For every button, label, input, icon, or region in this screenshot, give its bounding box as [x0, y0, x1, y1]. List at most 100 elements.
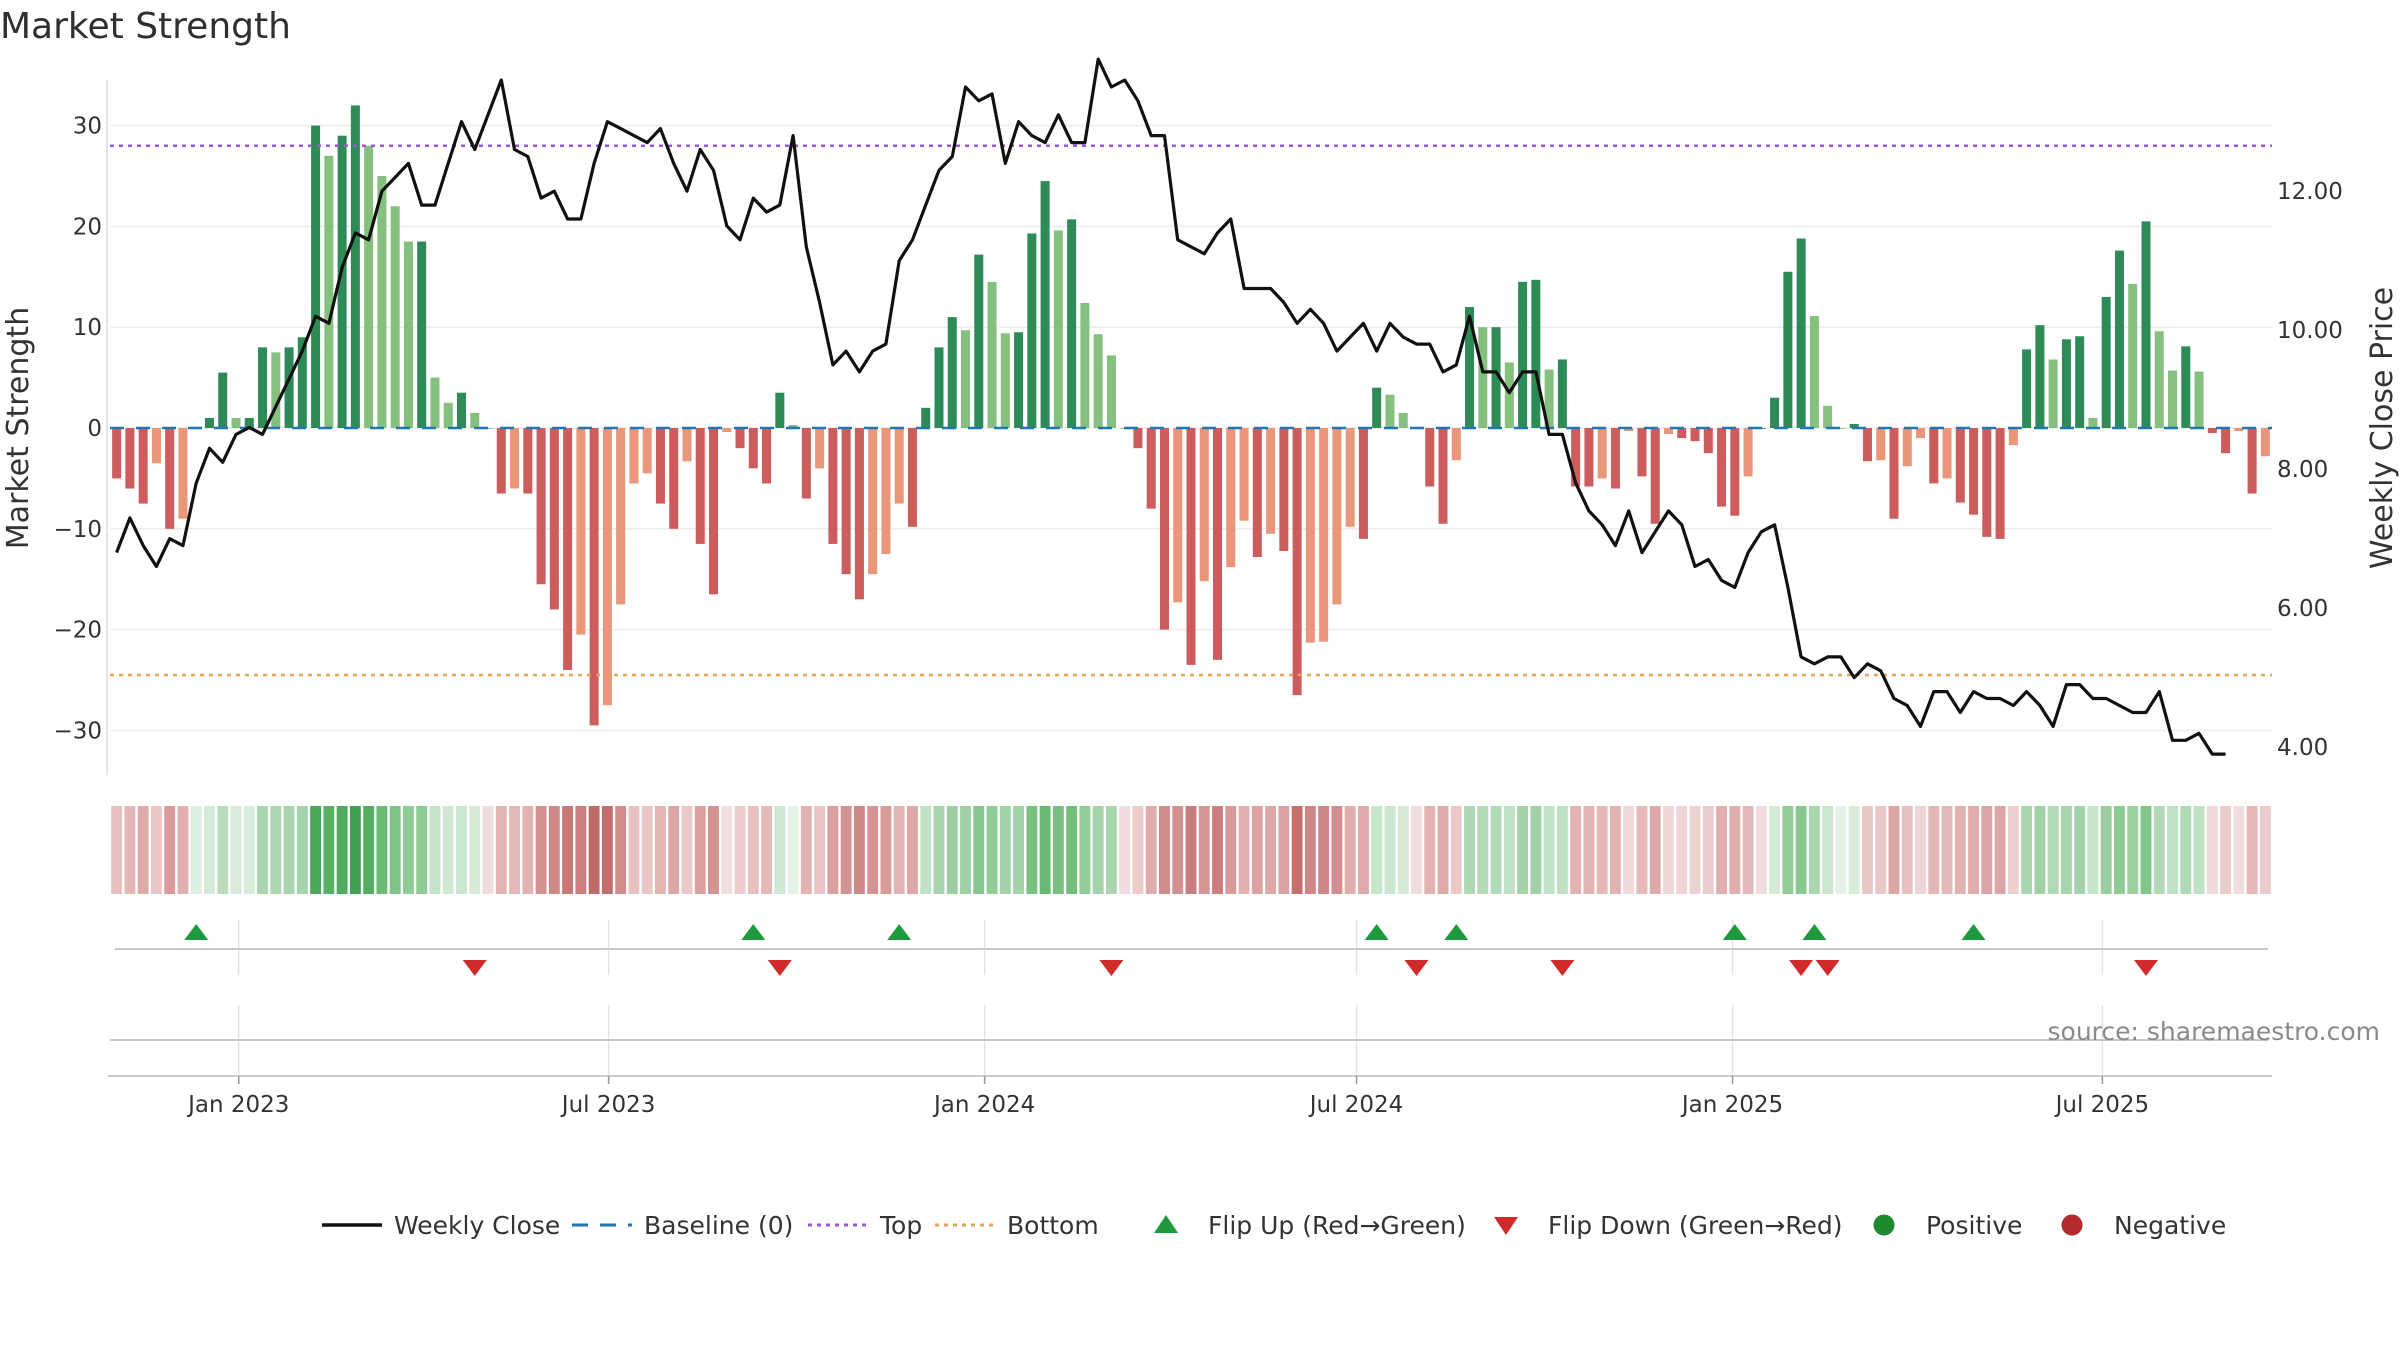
regime-cell: [2034, 806, 2046, 894]
legend-swatch-triangle-down: [1494, 1217, 1518, 1235]
right-tick-label: 10.00: [2277, 318, 2343, 344]
regime-cell: [1596, 806, 1608, 894]
regime-cell: [177, 806, 189, 894]
strength-bar: [2247, 428, 2257, 494]
regime-cell: [1424, 806, 1436, 894]
strength-bar: [549, 428, 559, 610]
strength-bar: [1504, 362, 1514, 428]
legend: Weekly Close Baseline (0) Top Bottom Flip Up…: [322, 1211, 2226, 1240]
regime-cell: [509, 806, 520, 894]
regime-cell: [1105, 806, 1117, 894]
strength-bar: [1518, 281, 1528, 428]
regime-cell: [2140, 806, 2152, 894]
legend-item: Weekly Close: [322, 1211, 560, 1240]
regime-cell: [708, 806, 719, 894]
strength-bar: [1982, 428, 1992, 537]
regime-cell: [774, 806, 786, 894]
strength-bar: [682, 428, 692, 462]
strength-bar: [1372, 387, 1382, 428]
legend-item: Bottom: [935, 1211, 1099, 1240]
regime-cell: [721, 806, 733, 894]
regime-cell: [800, 806, 812, 894]
regime-cell: [1981, 806, 1993, 894]
strength-bar: [1703, 428, 1713, 454]
strength-bar: [1969, 428, 1979, 515]
regime-cell: [1742, 806, 1754, 894]
right-tick-label: 8.00: [2277, 457, 2328, 483]
regime-cell: [960, 806, 971, 894]
regime-cell: [933, 806, 945, 894]
strength-bar: [1743, 428, 1753, 477]
strength-bar: [2154, 331, 2164, 428]
strength-bar: [2114, 250, 2124, 428]
regime-cell: [2167, 806, 2178, 894]
left-tick-label: −30: [53, 718, 102, 744]
x-tick-label: Jan 2023: [186, 1092, 289, 1118]
regime-cell: [1212, 806, 1223, 894]
regime-cell: [323, 806, 335, 894]
regime-cell: [1477, 806, 1489, 894]
strength-bar: [1014, 332, 1024, 428]
strength-bar: [987, 281, 997, 428]
x-tick-label: Jan 2025: [1680, 1092, 1783, 1118]
strength-bars: [112, 105, 2270, 726]
strength-bar: [1796, 238, 1806, 428]
strength-bar: [2048, 359, 2058, 428]
regime-cell: [257, 806, 268, 894]
regime-cell: [1835, 806, 1847, 894]
strength-bar: [2221, 428, 2231, 454]
strength-bar: [722, 428, 732, 433]
strength-bar: [669, 428, 679, 529]
flip-up-marker: [1722, 924, 1747, 940]
strength-bar: [907, 428, 917, 527]
strength-bar: [443, 402, 453, 428]
strength-bar: [403, 241, 413, 428]
flip-down-marker: [462, 960, 487, 976]
strength-bar: [2101, 296, 2111, 428]
strength-bar: [456, 392, 467, 428]
regime-cell: [137, 806, 149, 894]
regime-cell: [2233, 806, 2245, 894]
regime-cell: [2047, 806, 2059, 894]
flip-down-marker: [1550, 960, 1575, 976]
regime-cell: [1397, 806, 1409, 894]
regime-cell: [641, 806, 653, 894]
regime-cell: [893, 806, 905, 894]
regime-cell: [2127, 806, 2139, 894]
legend-swatch-triangle-up: [1154, 1215, 1178, 1233]
left-tick-label: 10: [73, 315, 102, 341]
strength-bar: [2194, 371, 2204, 428]
right-axis-title: Weekly Close Price: [2365, 287, 2400, 569]
strength-bar: [2207, 428, 2217, 434]
regime-strip: [111, 806, 2271, 894]
regime-cell: [1092, 806, 1104, 894]
regime-cell: [1610, 806, 1621, 894]
flip-down-marker: [767, 960, 792, 976]
strength-bar: [1823, 405, 1833, 428]
source-label: source: sharemaestro.com: [2048, 1017, 2381, 1046]
regime-cell: [1769, 806, 1781, 894]
regime-cell: [588, 806, 600, 894]
strength-bar: [284, 347, 294, 428]
strength-bar: [324, 155, 334, 428]
flip-up-marker: [1364, 924, 1389, 940]
strength-bar: [1345, 428, 1355, 527]
chart-title: Market Strength: [0, 6, 291, 47]
regime-cell: [1928, 806, 1940, 894]
regime-cell: [601, 806, 613, 894]
regime-cell: [283, 806, 295, 894]
regime-cell: [1954, 806, 1966, 894]
strength-bar: [271, 352, 281, 428]
strength-bar: [815, 428, 825, 469]
strength-bar: [1730, 428, 1740, 516]
regime-cell: [1490, 806, 1502, 894]
x-tick-label: Jul 2023: [560, 1092, 656, 1118]
flip-down-marker: [1099, 960, 1124, 976]
strength-bar: [1159, 428, 1169, 630]
regime-cell: [456, 806, 467, 894]
legend-label: Baseline (0): [644, 1211, 793, 1240]
flip-down-marker: [1815, 960, 1840, 976]
regime-cell: [1848, 806, 1860, 894]
strength-bar: [1849, 423, 1859, 428]
regime-cell: [1676, 806, 1688, 894]
